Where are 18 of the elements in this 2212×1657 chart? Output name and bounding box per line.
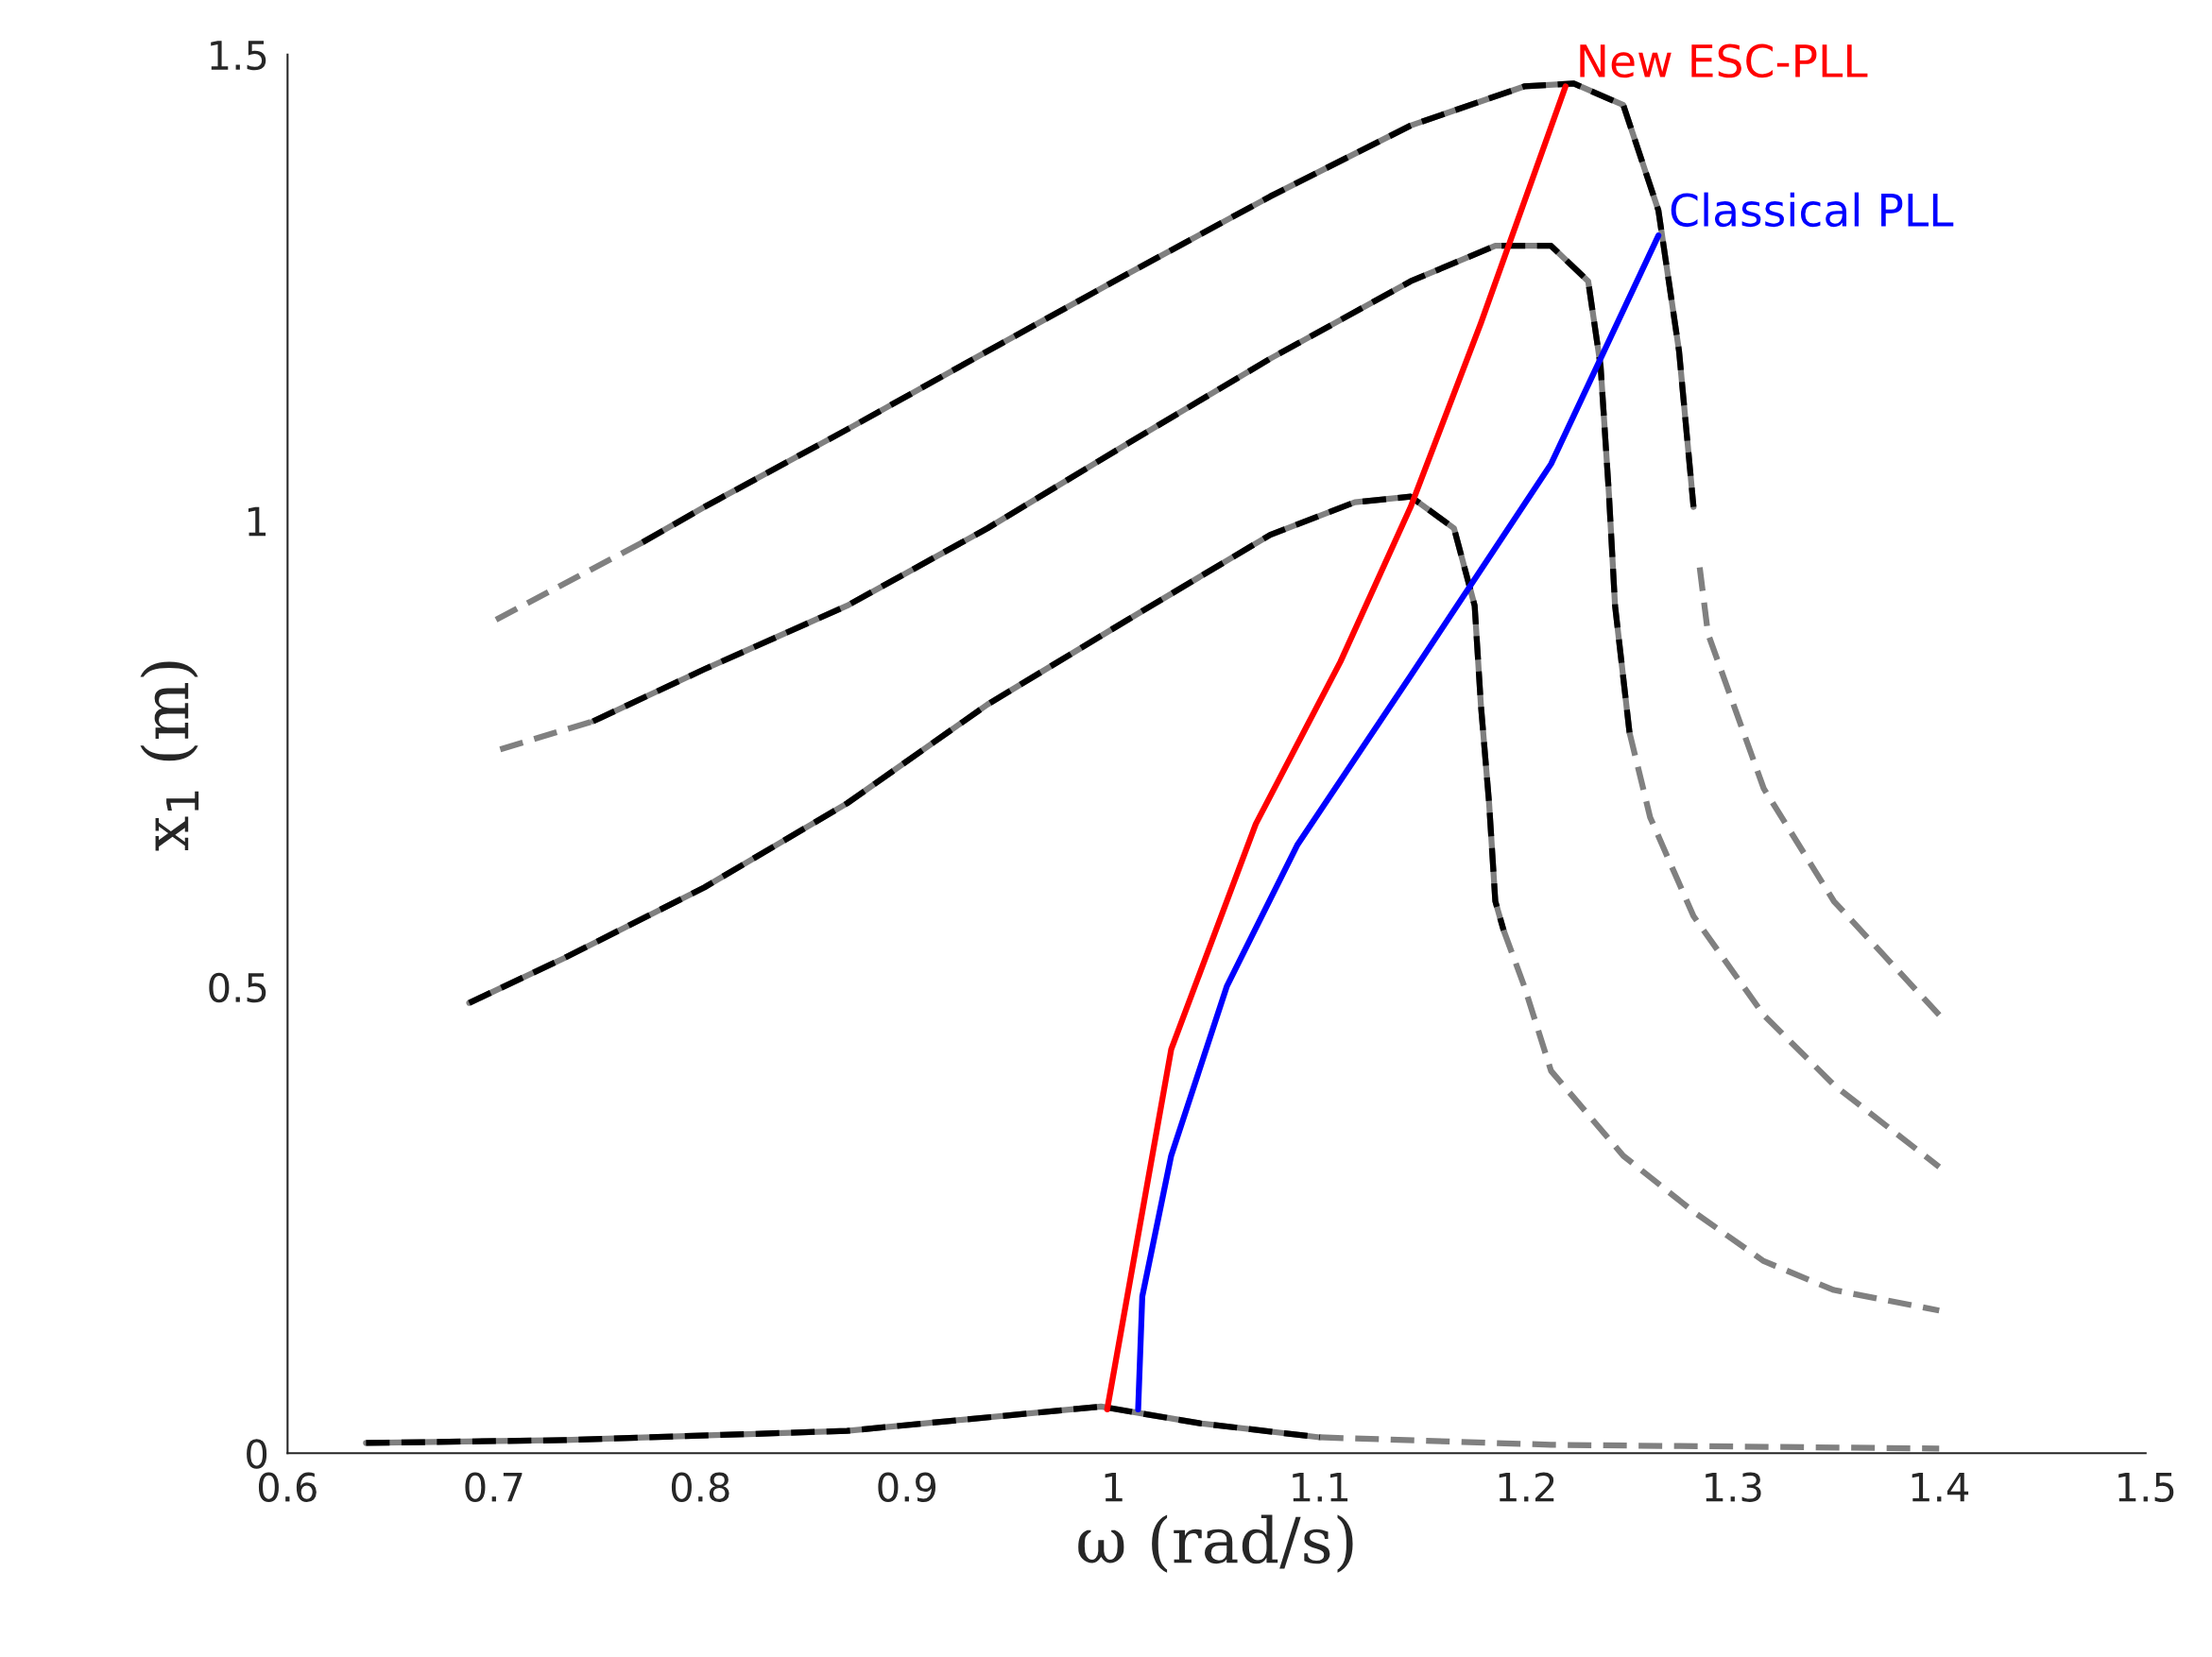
y-tick-label: 1	[248, 506, 266, 537]
x-tick-label: 0.9	[878, 1472, 936, 1502]
x-tick-label: 1	[1105, 1472, 1123, 1502]
y-tick-label: 1.5	[211, 41, 266, 71]
x-tick-label: 1.5	[2118, 1472, 2174, 1502]
y-axis-title: x$_{1}$ (m)	[140, 661, 199, 851]
x-tick-label: 0.7	[465, 1472, 523, 1502]
x-tick-label: 1.1	[1293, 1472, 1348, 1502]
series-label: Classical PLL	[1671, 192, 1954, 228]
y-tick-label: 0	[247, 1439, 267, 1469]
series-label: New ESC-PLL	[1580, 43, 1868, 78]
x-tick-label: 1.4	[1912, 1472, 1969, 1502]
x-tick-label: 0.8	[671, 1472, 729, 1502]
x-tick-label: 0.6	[258, 1472, 317, 1502]
x-tick-label: 1.2	[1499, 1472, 1554, 1502]
y-tick-label: 0.5	[209, 972, 266, 1003]
x-tick-label: 1.3	[1706, 1472, 1761, 1502]
x-axis-title: ω (rad/s)	[1078, 1514, 1353, 1573]
